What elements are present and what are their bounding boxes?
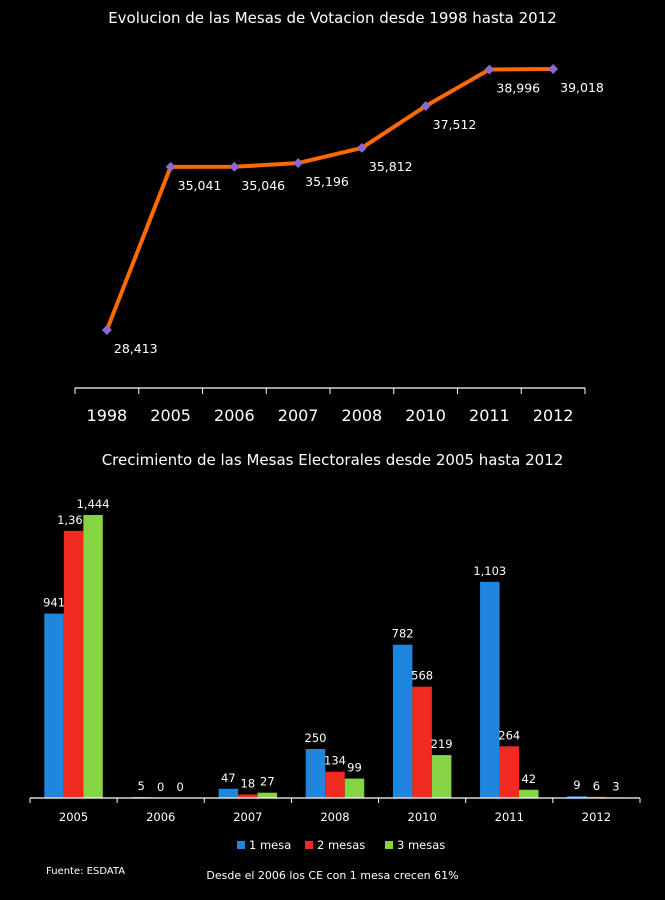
bar (412, 686, 432, 798)
legend-label: 1 mesa (249, 838, 291, 852)
x-tick-label: 2005 (59, 810, 88, 824)
bar-value-label: 27 (260, 775, 275, 789)
bar (344, 778, 365, 798)
bar-value-label: 6 (593, 779, 600, 793)
data-point (293, 158, 304, 169)
bar-value-label: 9 (573, 778, 580, 792)
bar-value-label: 1,444 (77, 497, 110, 511)
bar-value-label: 0 (157, 780, 164, 794)
data-label: 38,996 (496, 81, 540, 96)
x-tick-label: 2008 (320, 810, 349, 824)
bar-value-label: 1,103 (473, 564, 506, 578)
footer-note: Desde el 2006 los CE con 1 mesa crecen 6… (206, 869, 459, 882)
bar (44, 613, 64, 798)
legend-label: 2 mesas (317, 838, 365, 852)
x-tick-label: 2006 (214, 406, 255, 425)
legend-item: 1 mesa (237, 838, 291, 852)
bar-value-label: 0 (177, 780, 184, 794)
bar (63, 530, 84, 798)
data-point (548, 64, 559, 74)
bar (257, 792, 278, 798)
source-note: Fuente: ESDATA (46, 866, 126, 877)
data-point (165, 161, 176, 172)
line-chart: 1998 2005 2006 2007 2008 2010 2011 2012 28,413 35… (74, 64, 604, 425)
x-tick-label: 2008 (342, 406, 383, 425)
bar-chart-title: Crecimiento de las Mesas Electorales des… (101, 451, 564, 469)
series-line (105, 67, 554, 331)
data-point (229, 161, 240, 172)
data-label: 37,512 (433, 117, 477, 132)
bar-value-label: 941 (43, 596, 65, 610)
bar-value-label: 264 (498, 728, 520, 742)
bar-value-label: 219 (431, 737, 453, 751)
legend-swatch (385, 841, 393, 849)
bar-value-label: 47 (221, 771, 236, 785)
bar (238, 794, 258, 798)
bar (218, 788, 239, 798)
x-tick-label: 2011 (495, 810, 524, 824)
line-chart-title: Evolucion de las Mesas de Votacion desde… (108, 9, 557, 27)
bar (392, 644, 413, 798)
bar-value-label: 134 (324, 754, 346, 768)
x-tick-label: 2012 (533, 406, 574, 425)
data-label: 35,812 (369, 159, 413, 174)
data-point (356, 142, 367, 153)
x-tick-label: 2012 (582, 810, 611, 824)
bar (305, 749, 326, 798)
legend-item: 3 mesas (385, 838, 445, 852)
bar (567, 796, 587, 798)
x-tick-label: 2007 (278, 406, 319, 425)
x-tick-label: 1998 (87, 406, 128, 425)
legend-swatch (237, 841, 245, 849)
bar-value-label: 99 (347, 761, 362, 775)
bar-value-label: 42 (521, 772, 536, 786)
x-tick-label: 2011 (469, 406, 510, 425)
x-tick-label: 2006 (146, 810, 175, 824)
bar-value-label: 18 (241, 776, 256, 790)
bar (325, 771, 345, 798)
bar (431, 755, 452, 798)
bar-value-label: 250 (305, 731, 327, 745)
x-tick-label: 2010 (408, 810, 437, 824)
legend-swatch (305, 841, 313, 849)
data-label: 35,046 (241, 178, 285, 193)
bar-value-label: 5 (138, 779, 145, 793)
bar (499, 746, 520, 798)
x-tick-label: 2010 (405, 406, 446, 425)
data-label: 35,041 (178, 178, 222, 193)
data-label: 28,413 (114, 341, 158, 356)
bar-value-label: 568 (411, 669, 433, 683)
x-tick-label: 2005 (150, 406, 191, 425)
bar (83, 515, 103, 798)
data-label: 39,018 (560, 80, 604, 95)
x-tick-label: 2007 (233, 810, 262, 824)
bar (480, 581, 500, 798)
legend-item: 2 mesas (305, 838, 365, 852)
legend-label: 3 mesas (397, 838, 445, 852)
data-label: 35,196 (305, 174, 349, 189)
bar-value-label: 3 (612, 779, 619, 793)
bar (519, 789, 539, 798)
bar-value-label: 782 (392, 627, 414, 641)
bar-value-label: 1,363 (57, 513, 90, 527)
